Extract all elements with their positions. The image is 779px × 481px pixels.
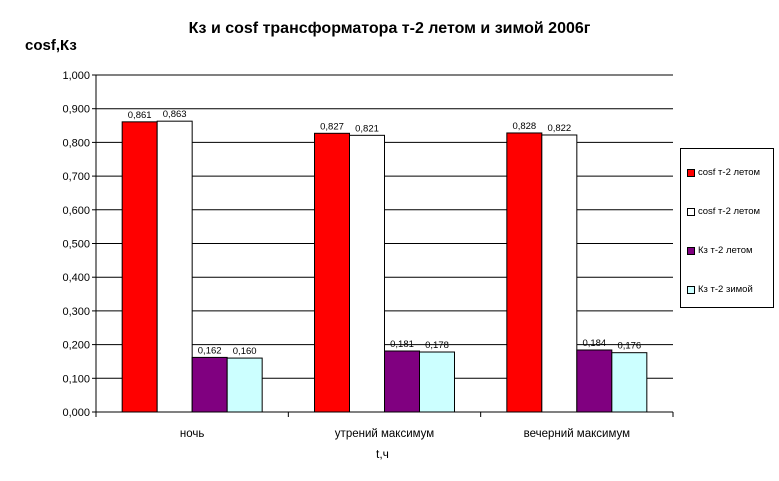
data-label: 0,160: [233, 346, 257, 357]
data-label: 0,176: [617, 341, 641, 352]
bar: [419, 351, 455, 413]
bar: [349, 134, 385, 413]
y-tick-label: 0,200: [62, 340, 90, 352]
legend-item: Кз т-2 летом: [687, 245, 753, 256]
data-label: 0,863: [163, 109, 187, 120]
bar: [506, 132, 543, 413]
y-tick-label: 0,100: [62, 373, 90, 385]
legend-swatch: [687, 207, 695, 216]
data-label: 0,822: [547, 123, 571, 134]
y-tick-label: 0,700: [62, 171, 90, 183]
legend-label: Кз т-2 зимой: [698, 284, 753, 295]
legend-swatch: [687, 168, 695, 177]
y-tick-label: 0,800: [62, 137, 90, 149]
bar: [384, 350, 420, 413]
legend-label: cosf т-2 летом: [698, 167, 761, 178]
y-tick-label: 0,900: [62, 104, 90, 116]
bar: [226, 357, 263, 413]
y-tick-label: 0,600: [62, 205, 90, 217]
legend-item: Кз т-2 зимой: [687, 284, 753, 295]
bar: [314, 132, 350, 413]
y-tick-label: 0,400: [62, 272, 90, 284]
x-tick-label: утрений максимум: [335, 428, 434, 440]
data-label: 0,162: [198, 345, 222, 356]
legend-swatch: [687, 246, 695, 255]
x-tick-label: ночь: [180, 428, 204, 440]
y-tick-label: 0,300: [62, 306, 90, 318]
bar: [611, 352, 648, 413]
chart-title: Кз и cosf трансформатора т-2 летом и зим…: [188, 20, 591, 37]
y-tick-label: 0,000: [62, 407, 90, 419]
bar: [191, 356, 228, 413]
data-label: 0,184: [582, 338, 606, 349]
legend-label: Кз т-2 летом: [698, 245, 753, 256]
data-label: 0,181: [390, 339, 414, 350]
bar: [541, 134, 578, 413]
legend: cosf т-2 летом cosf т-2 летом Кз т-2 лет…: [680, 148, 774, 308]
data-label: 0,828: [512, 121, 536, 132]
legend-item: cosf т-2 летом: [687, 206, 760, 217]
legend-swatch: [687, 285, 695, 294]
bar: [156, 120, 193, 413]
data-label: 0,821: [355, 123, 379, 134]
legend-item: cosf т-2 летом: [687, 167, 760, 178]
data-label: 0,827: [320, 121, 344, 132]
legend-label: cosf т-2 летом: [698, 206, 761, 217]
x-axis-label: t,ч: [376, 447, 389, 461]
data-label: 0,178: [425, 340, 449, 351]
data-label: 0,861: [128, 110, 152, 121]
x-tick-label: вечерний максимум: [524, 428, 630, 440]
bar: [121, 121, 158, 413]
y-axis-label: cosf,Кз: [25, 37, 77, 54]
y-tick-label: 1,000: [62, 70, 90, 82]
bar: [576, 349, 613, 413]
y-tick-label: 0,500: [62, 239, 90, 251]
